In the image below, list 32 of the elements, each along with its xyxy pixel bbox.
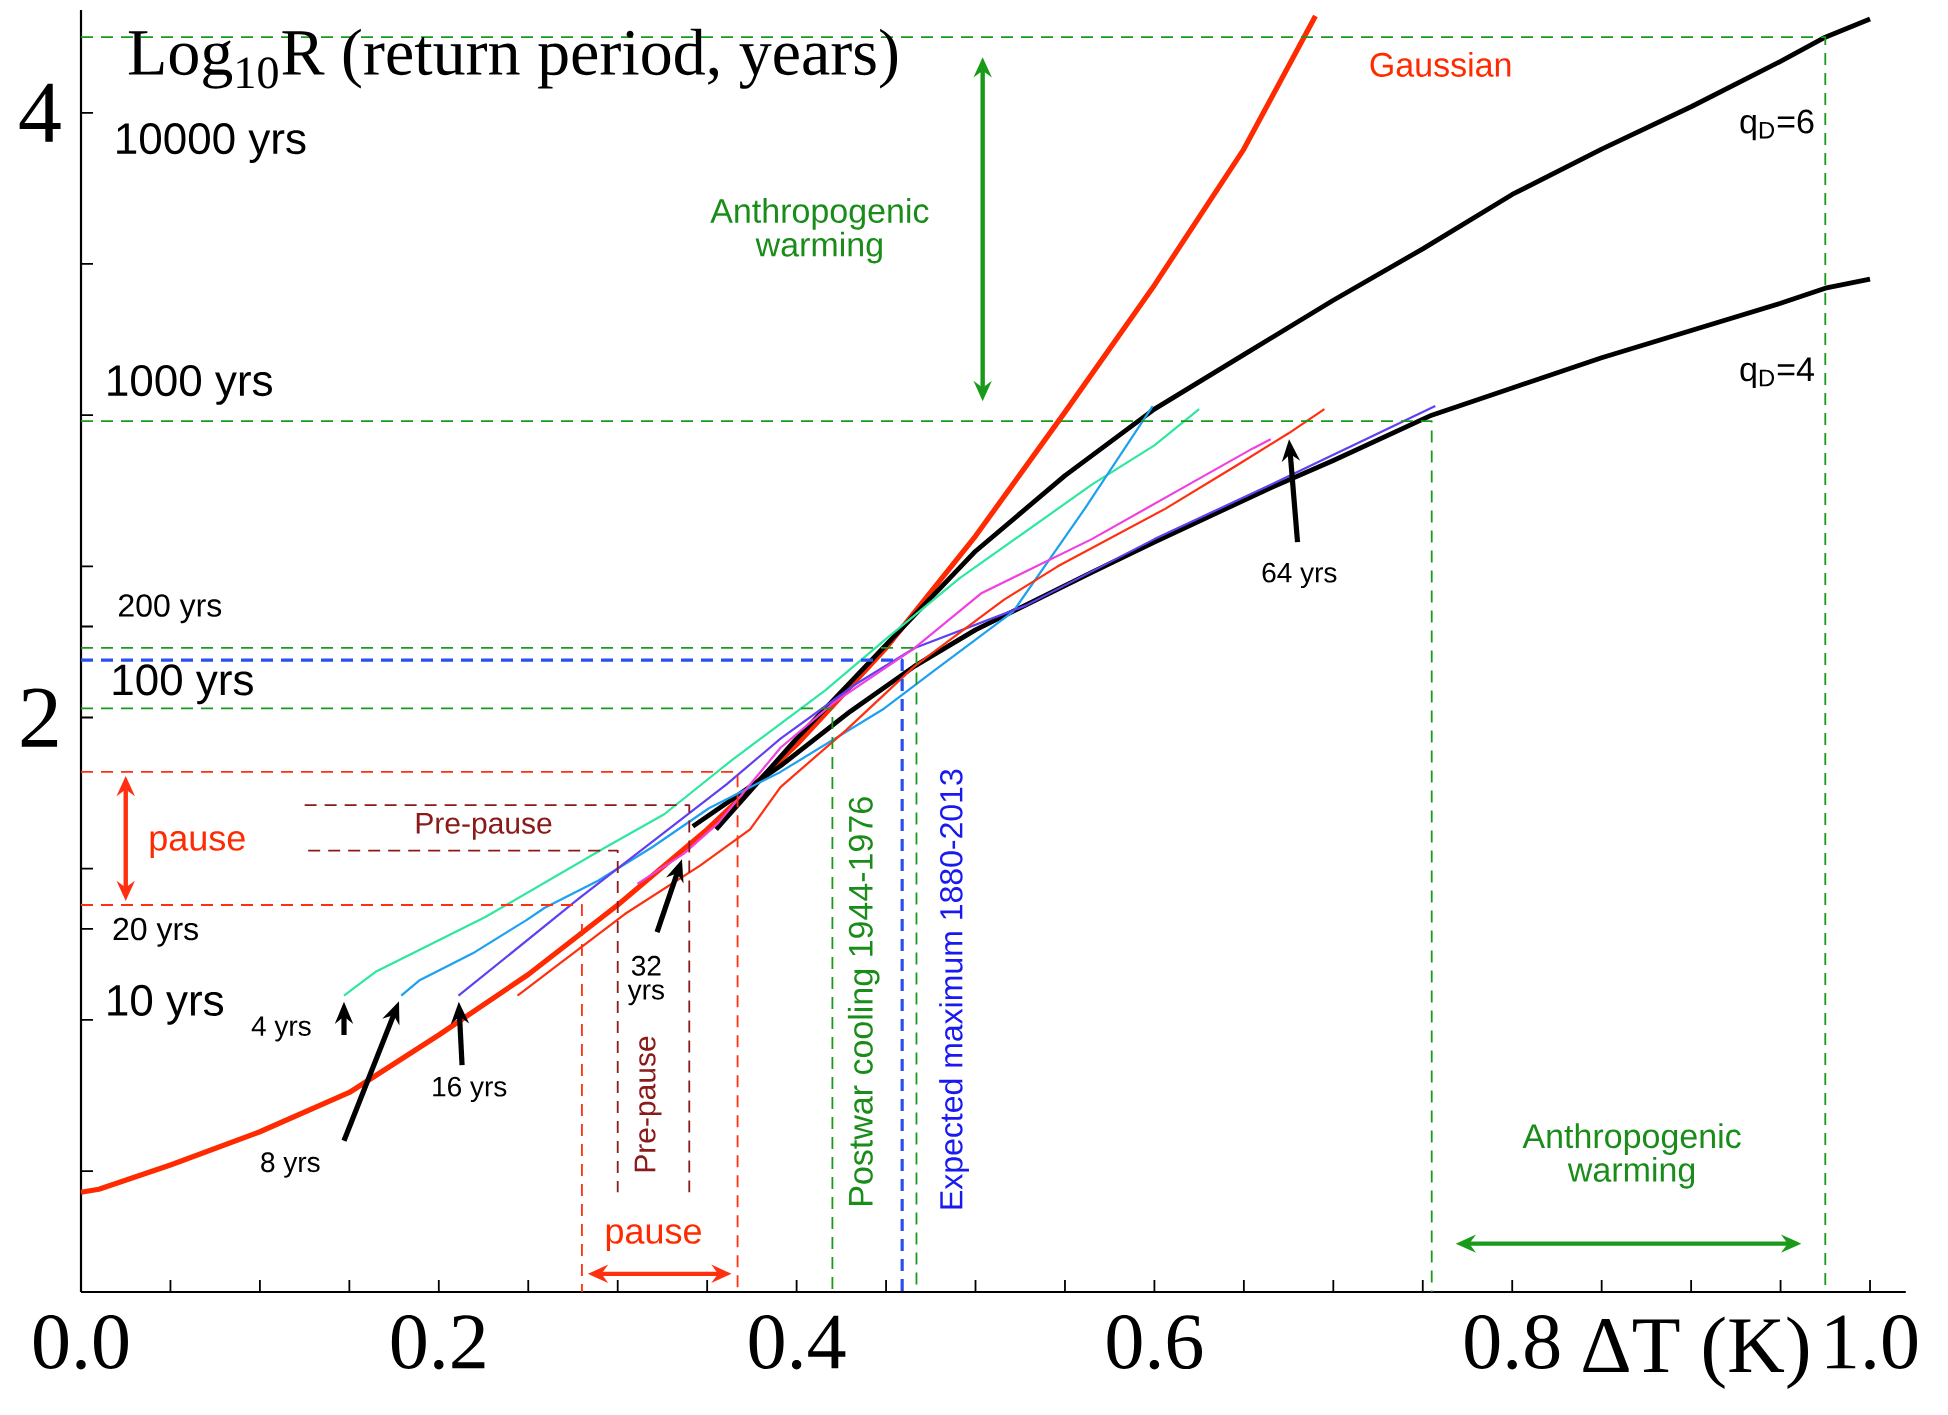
annotation: 32 yrs bbox=[627, 955, 664, 1006]
x-tick-label: 0.0 bbox=[34, 1315, 128, 1370]
annotation: Pre-pause bbox=[416, 812, 552, 840]
x-tick-label: 0.8 bbox=[1465, 1315, 1560, 1370]
annotation: 8 yrs bbox=[261, 1152, 320, 1178]
annotation: 16 yrs bbox=[433, 1076, 507, 1103]
annotation: Expected maximum 1880-2013 bbox=[939, 769, 969, 1209]
x-tick-label: 0.2 bbox=[391, 1315, 485, 1370]
annotation: 10 yrs bbox=[108, 984, 224, 1025]
series-label: q$_{D}$=6 bbox=[1740, 109, 1814, 141]
x-tick-label: 0.4 bbox=[749, 1315, 846, 1370]
annotation: 64 yrs bbox=[1262, 562, 1337, 589]
annotation: Pre-pause bbox=[634, 1036, 662, 1172]
annotation: pause bbox=[150, 831, 245, 858]
annotation: pause bbox=[606, 1224, 701, 1251]
annotation: Anthropogenic warming bbox=[710, 198, 929, 264]
annotation: 20 yrs bbox=[113, 917, 198, 947]
annotation: 200 yrs bbox=[119, 594, 222, 624]
series-label: q$_{D}$=4 bbox=[1740, 357, 1814, 389]
y-tick-label: 4 bbox=[19, 83, 61, 142]
y-axis-title: Log$_{10}$R (return period, years) bbox=[128, 28, 898, 89]
annotation: 100 yrs bbox=[113, 664, 253, 705]
annotation: Postwar cooling 1944-1976 bbox=[847, 797, 880, 1205]
annotation: Anthropogenic warming bbox=[1522, 1123, 1741, 1189]
annotation: 10000 yrs bbox=[117, 123, 306, 163]
x-tick-label: 1.0 bbox=[1827, 1315, 1917, 1370]
series-label: Gaussian bbox=[1370, 51, 1511, 77]
y-tick-label: 2 bbox=[21, 688, 58, 747]
x-axis-title: ΔT (K) bbox=[1583, 1316, 1809, 1389]
annotation: 1000 yrs bbox=[108, 364, 272, 405]
x-tick-label: 0.6 bbox=[1107, 1315, 1203, 1370]
annotation: 4 yrs bbox=[251, 1016, 311, 1042]
